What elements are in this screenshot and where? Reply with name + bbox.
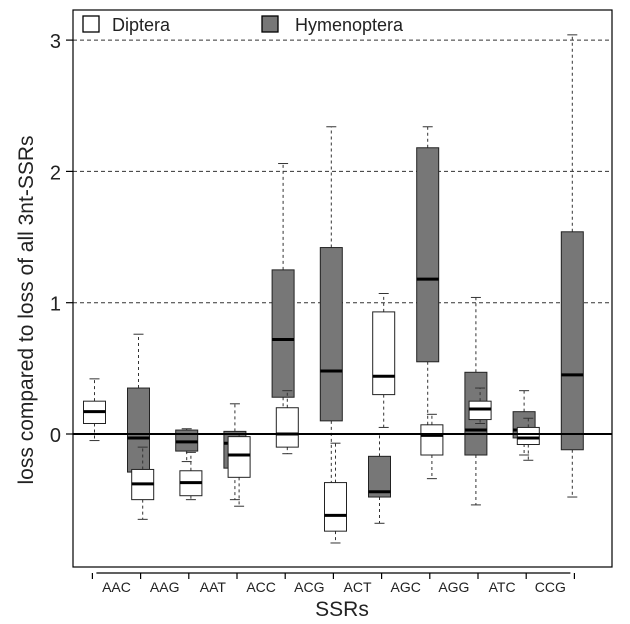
box-diptera-aac — [83, 378, 106, 442]
legend-label-hymenoptera: Hymenoptera — [295, 15, 404, 35]
x-tick-label-aag: AAG — [150, 579, 180, 595]
iqr-box — [560, 231, 584, 451]
plot-frame — [72, 9, 613, 568]
box-hymenoptera-aag — [175, 428, 199, 463]
y-axis-label: loss compared to loss of all 3nt-SSRs — [15, 136, 38, 485]
iqr-box — [275, 407, 299, 448]
legend-swatch-diptera — [82, 15, 100, 33]
x-tick-label-agg: AGG — [438, 579, 469, 595]
iqr-box — [372, 311, 396, 396]
box-diptera-ccg — [516, 417, 540, 461]
x-tick-label-acc: ACC — [246, 579, 276, 595]
x-tick-label-aat: AAT — [200, 579, 227, 595]
y-tick-label: 3 — [50, 31, 61, 53]
x-axis-label: SSRs — [315, 598, 369, 621]
y-tick-label: 2 — [50, 162, 61, 184]
y-tick-label: 1 — [50, 294, 61, 316]
box-hymenoptera-acg — [319, 126, 343, 488]
box-diptera-aag — [131, 446, 155, 520]
box-diptera-act — [324, 442, 347, 544]
box-hymenoptera-ccg — [560, 34, 584, 498]
legend-label-diptera: Diptera — [112, 15, 171, 35]
legend-swatch-hymenoptera — [261, 15, 279, 33]
legend: Diptera Hymenoptera — [82, 15, 404, 35]
x-tick-label-acg: ACG — [294, 579, 324, 595]
box-diptera-acc — [227, 433, 251, 507]
iqr-box — [271, 269, 295, 398]
iqr-box — [319, 247, 343, 422]
iqr-box — [416, 147, 440, 363]
x-tick-label-act: ACT — [344, 579, 372, 595]
box-diptera-agc — [372, 293, 396, 428]
box-hymenoptera-acc — [271, 163, 295, 442]
box-hymenoptera-atc — [512, 390, 536, 456]
box-hymenoptera-agc — [416, 126, 440, 430]
box-diptera-atc — [468, 387, 492, 424]
iqr-box — [227, 436, 251, 478]
iqr-box — [516, 426, 540, 446]
y-tick-label: 0 — [50, 425, 61, 447]
iqr-box — [420, 424, 444, 456]
iqr-box — [127, 387, 150, 473]
iqr-box — [368, 455, 391, 498]
iqr-box — [324, 482, 347, 532]
x-tick-label-atc: ATC — [489, 579, 516, 595]
x-tick-label-ccg: CCG — [535, 579, 566, 595]
x-tick-label-agc: AGC — [391, 579, 421, 595]
box-diptera-aat — [179, 451, 203, 501]
x-tick-label-aac: AAC — [102, 579, 131, 595]
box-hymenoptera-act — [368, 433, 391, 524]
box-diptera-agg — [420, 413, 444, 480]
box-hymenoptera-aac — [127, 333, 150, 485]
box-diptera-acg — [275, 390, 299, 455]
plot-area: 0 1 2 3 AAC AAG AAT ACC ACG ACT AGC AGG ATC CCG — [50, 9, 613, 595]
